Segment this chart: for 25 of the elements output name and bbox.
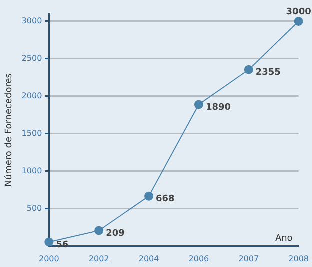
x-axis-title: Ano — [275, 234, 294, 244]
x-tick-label: 2004 — [138, 254, 160, 264]
point — [244, 65, 254, 74]
y-tick-label: 500 — [26, 204, 42, 213]
y-axis-title: Número de Fornecedores — [4, 73, 15, 187]
x-tick-label: 2008 — [288, 254, 309, 264]
data-label: 668 — [156, 194, 175, 205]
y-tick-label: 1500 — [22, 129, 42, 138]
point — [94, 226, 104, 236]
point — [144, 192, 154, 201]
x-tick-label: 2000 — [38, 254, 60, 264]
y-tick-label: 3000 — [22, 16, 42, 26]
data-label: 209 — [106, 229, 125, 240]
x-tick-label: 2002 — [88, 254, 110, 264]
point — [194, 100, 204, 110]
x-tick-label: 2007 — [238, 254, 260, 264]
data-label: 3000 — [286, 7, 312, 18]
x-tick-label: 2006 — [188, 254, 210, 264]
data-label: 1890 — [206, 103, 232, 114]
y-tick-label: 1000 — [22, 166, 42, 176]
data-label: 2355 — [256, 68, 281, 78]
y-tick-label: 2000 — [22, 92, 42, 101]
point — [294, 16, 304, 26]
y-tick-label: 2500 — [22, 54, 42, 64]
point — [44, 238, 54, 246]
